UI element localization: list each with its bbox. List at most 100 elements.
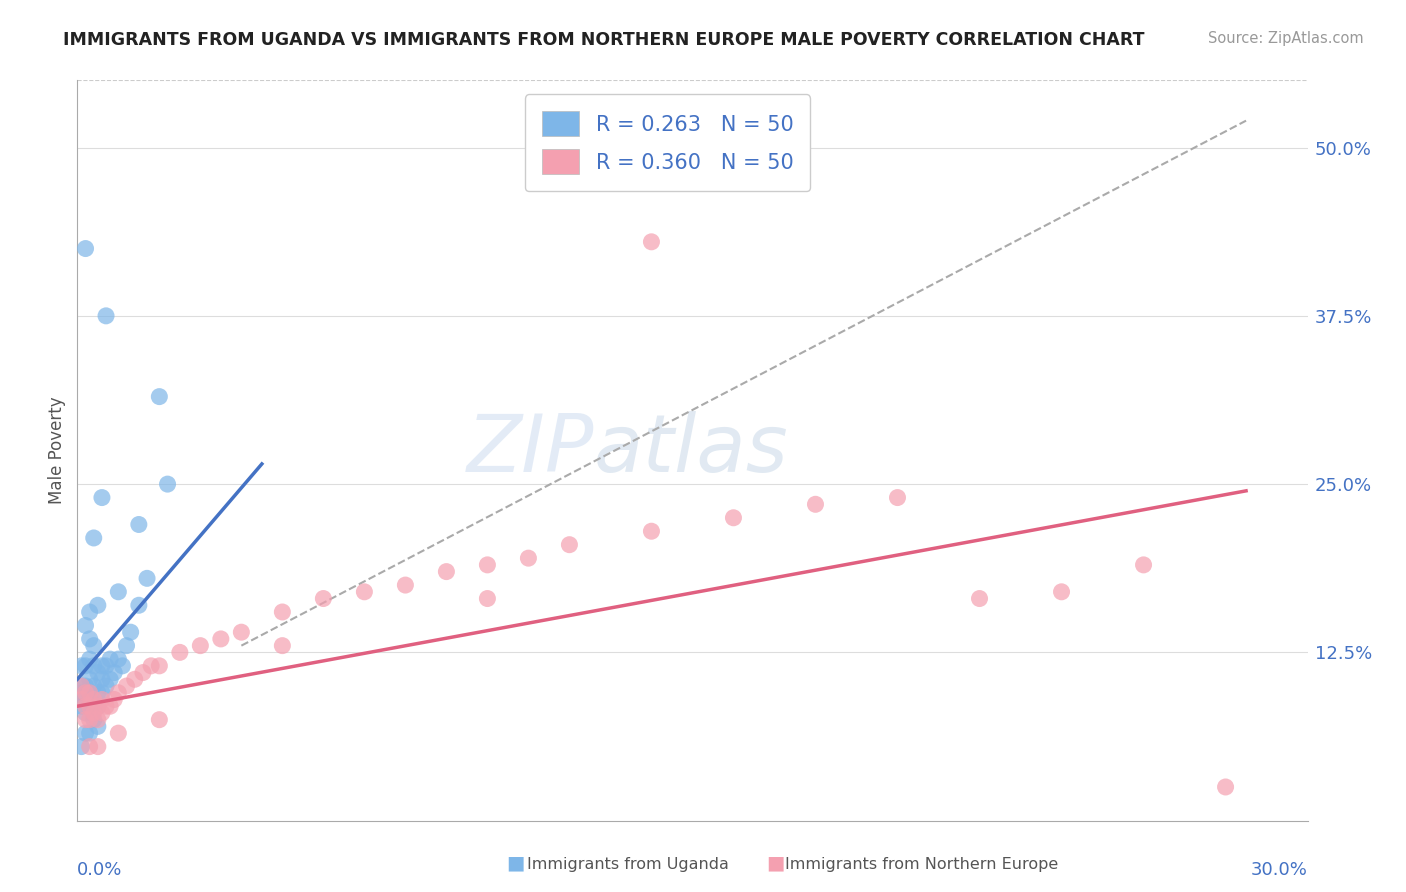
- Point: [120, 625, 142, 640]
- Point: [517, 551, 540, 566]
- Point: [477, 558, 499, 572]
- Point: [83, 706, 105, 720]
- Point: [1215, 780, 1237, 794]
- Point: [75, 692, 97, 706]
- Point: [90, 673, 114, 687]
- Point: [353, 584, 375, 599]
- Point: [83, 639, 105, 653]
- Point: [128, 599, 150, 613]
- Point: [90, 706, 114, 720]
- Point: [87, 665, 110, 680]
- Point: [103, 665, 125, 680]
- Y-axis label: Male Poverty: Male Poverty: [48, 397, 66, 504]
- Point: [169, 645, 191, 659]
- Text: Immigrants from Northern Europe: Immigrants from Northern Europe: [785, 857, 1057, 872]
- Text: 30.0%: 30.0%: [1251, 862, 1308, 880]
- Point: [107, 584, 129, 599]
- Text: ■: ■: [506, 854, 524, 872]
- Point: [94, 679, 117, 693]
- Point: [148, 713, 170, 727]
- Point: [804, 497, 827, 511]
- Point: [136, 571, 159, 585]
- Point: [141, 658, 163, 673]
- Point: [79, 632, 101, 646]
- Point: [98, 652, 121, 666]
- Point: [79, 686, 101, 700]
- Text: Immigrants from Uganda: Immigrants from Uganda: [527, 857, 730, 872]
- Point: [188, 639, 212, 653]
- Point: [394, 578, 416, 592]
- Point: [75, 699, 97, 714]
- Point: [75, 686, 97, 700]
- Point: [75, 726, 97, 740]
- Point: [79, 739, 101, 754]
- Point: [87, 713, 110, 727]
- Point: [94, 309, 117, 323]
- Point: [148, 658, 170, 673]
- Point: [75, 242, 97, 256]
- Point: [70, 679, 93, 693]
- Point: [271, 639, 294, 653]
- Point: [87, 719, 110, 733]
- Text: IMMIGRANTS FROM UGANDA VS IMMIGRANTS FROM NORTHERN EUROPE MALE POVERTY CORRELATI: IMMIGRANTS FROM UGANDA VS IMMIGRANTS FRO…: [63, 31, 1144, 49]
- Point: [1132, 558, 1154, 572]
- Point: [75, 679, 97, 693]
- Point: [79, 605, 101, 619]
- Point: [115, 679, 138, 693]
- Point: [103, 692, 125, 706]
- Point: [79, 726, 101, 740]
- Point: [83, 692, 105, 706]
- Point: [79, 652, 101, 666]
- Point: [87, 699, 110, 714]
- Point: [107, 726, 129, 740]
- Text: atlas: atlas: [595, 411, 789, 490]
- Point: [107, 652, 129, 666]
- Point: [87, 699, 110, 714]
- Text: ZIP: ZIP: [467, 411, 595, 490]
- Point: [79, 713, 101, 727]
- Point: [128, 517, 150, 532]
- Point: [98, 673, 121, 687]
- Point: [90, 692, 114, 706]
- Point: [94, 658, 117, 673]
- Point: [83, 658, 105, 673]
- Point: [107, 686, 129, 700]
- Point: [70, 739, 93, 754]
- Point: [969, 591, 991, 606]
- Point: [124, 673, 146, 687]
- Point: [94, 699, 117, 714]
- Point: [231, 625, 253, 640]
- Point: [886, 491, 908, 505]
- Point: [79, 686, 101, 700]
- Point: [90, 491, 114, 505]
- Point: [75, 658, 97, 673]
- Point: [111, 658, 134, 673]
- Point: [640, 235, 662, 249]
- Point: [75, 713, 97, 727]
- Point: [83, 531, 105, 545]
- Point: [436, 565, 458, 579]
- Point: [723, 510, 745, 524]
- Point: [87, 686, 110, 700]
- Point: [75, 618, 97, 632]
- Point: [312, 591, 335, 606]
- Point: [70, 679, 93, 693]
- Point: [558, 538, 581, 552]
- Point: [75, 706, 97, 720]
- Point: [98, 699, 121, 714]
- Point: [209, 632, 232, 646]
- Point: [79, 673, 101, 687]
- Point: [132, 665, 155, 680]
- Point: [115, 639, 138, 653]
- Point: [271, 605, 294, 619]
- Text: ■: ■: [766, 854, 785, 872]
- Point: [83, 699, 105, 714]
- Point: [477, 591, 499, 606]
- Point: [83, 713, 105, 727]
- Text: Source: ZipAtlas.com: Source: ZipAtlas.com: [1208, 31, 1364, 46]
- Point: [70, 658, 93, 673]
- Point: [87, 599, 110, 613]
- Point: [90, 686, 114, 700]
- Point: [1050, 584, 1073, 599]
- Point: [148, 390, 170, 404]
